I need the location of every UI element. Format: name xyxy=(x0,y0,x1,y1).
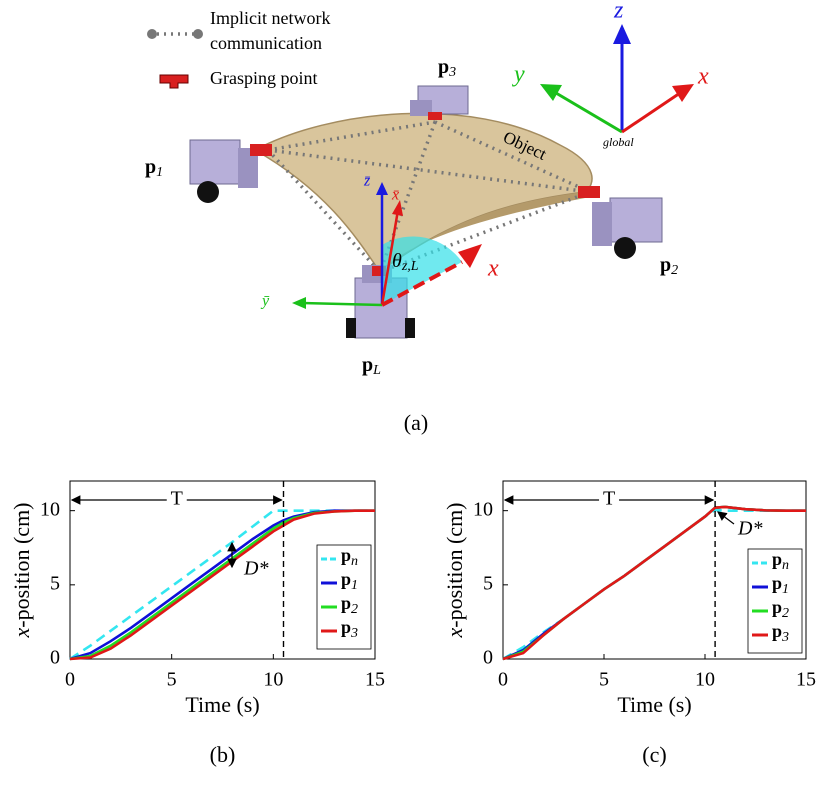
global-y-axis xyxy=(555,91,623,134)
legend-text: Grasping point xyxy=(210,68,318,88)
annotation: T xyxy=(171,488,183,510)
annotation: D* xyxy=(737,518,762,540)
annotation-arrow xyxy=(717,511,735,525)
robot-p2 xyxy=(578,186,663,259)
annotation: D* xyxy=(243,558,268,580)
legend-text: Implicit network xyxy=(210,8,330,28)
global-x-axis xyxy=(621,91,681,134)
legend-label: p2 xyxy=(772,597,789,621)
global-label: global xyxy=(603,135,634,149)
legend-label: pn xyxy=(772,549,789,573)
legend-label: p2 xyxy=(341,593,358,617)
y-axis-label: x-position (cm) xyxy=(442,502,467,638)
plot-frame xyxy=(502,480,807,660)
axis-label: x xyxy=(697,64,709,90)
x-axis-label: Time (s) xyxy=(185,692,259,717)
axis-label: z̄ xyxy=(363,173,371,190)
robot-p1 xyxy=(189,139,272,203)
annotation: T xyxy=(603,488,615,510)
angle-label: θz,L xyxy=(392,250,419,275)
panel-label: (a) xyxy=(404,410,428,435)
local-x-axis xyxy=(380,209,400,306)
robot-label: p3 xyxy=(438,56,456,81)
local-y-axis xyxy=(301,301,383,307)
series-line xyxy=(502,505,806,661)
label-bg xyxy=(599,490,620,510)
x-axis-label: Time (s) xyxy=(617,692,691,717)
legend-text: communication xyxy=(210,33,322,53)
axis-label: y xyxy=(512,62,525,88)
y-tick-label: 0 xyxy=(483,647,493,669)
x-tick-label: 10 xyxy=(263,669,283,691)
x-tick-label: 5 xyxy=(599,669,609,691)
robot-label: p2 xyxy=(660,254,678,279)
panel-label: (b) xyxy=(210,742,236,767)
legend-label: p1 xyxy=(772,573,789,597)
y-tick-label: 10 xyxy=(473,498,493,520)
y-tick-label: 5 xyxy=(483,572,493,594)
axis-label: ȳ xyxy=(260,293,270,310)
label-bg xyxy=(166,490,187,510)
axis-label: x̄ xyxy=(391,187,399,204)
object-edge xyxy=(380,192,585,272)
legend-label: p1 xyxy=(341,569,358,593)
x-tick-label: 15 xyxy=(796,669,816,691)
x-tick-label: 5 xyxy=(167,669,177,691)
robot-label: pL xyxy=(362,354,381,379)
plot-frame xyxy=(69,480,376,660)
legend-label: p3 xyxy=(341,617,358,641)
y-tick-label: 5 xyxy=(50,572,60,594)
robot-label: p1 xyxy=(145,156,163,181)
y-axis-label: x-position (cm) xyxy=(9,502,34,638)
x-tick-label: 0 xyxy=(498,669,508,691)
robot-p3 xyxy=(410,85,469,120)
x-tick-label: 0 xyxy=(65,669,75,691)
angle-sector xyxy=(382,236,462,305)
axis-label: x xyxy=(487,256,499,282)
y-tick-label: 0 xyxy=(50,647,60,669)
x-tick-label: 15 xyxy=(365,669,385,691)
y-tick-label: 10 xyxy=(40,498,60,520)
axis-label: z xyxy=(613,0,624,24)
x-tick-label: 10 xyxy=(695,669,715,691)
panel-a-drawing xyxy=(147,24,694,339)
legend-label: p3 xyxy=(772,621,789,645)
legend-label: pn xyxy=(341,545,358,569)
legend-grasp-icon xyxy=(159,74,189,89)
leader-heading xyxy=(381,260,463,307)
panel-label: (c) xyxy=(642,742,666,767)
